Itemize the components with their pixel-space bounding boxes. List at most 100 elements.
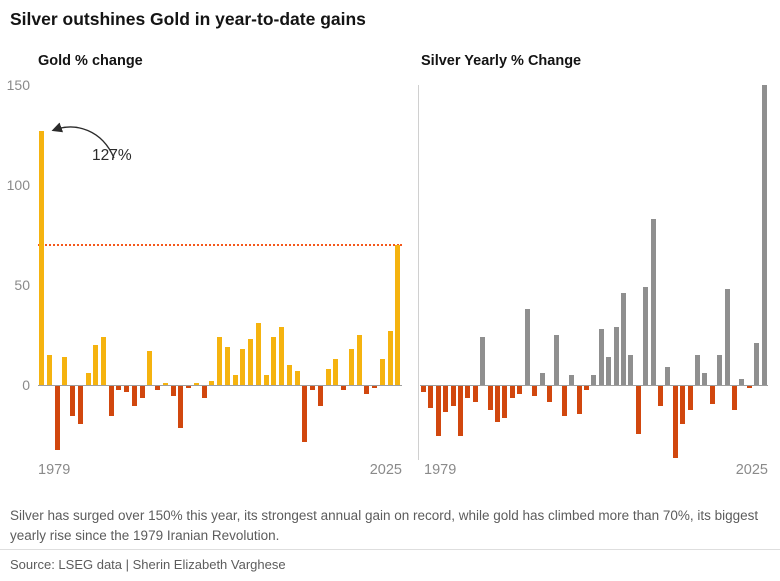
bar-2011 bbox=[286, 365, 292, 385]
silver-x-label-end: 2025 bbox=[735, 462, 768, 478]
bar-2008 bbox=[635, 386, 641, 434]
page-title: Silver outshines Gold in year-to-date ga… bbox=[10, 9, 366, 29]
bar-1995 bbox=[539, 373, 545, 385]
bar-1988 bbox=[487, 386, 493, 410]
bar-2024 bbox=[387, 331, 393, 385]
bar-1993 bbox=[147, 351, 153, 385]
bar-2020 bbox=[356, 335, 362, 385]
bar-2019 bbox=[348, 349, 354, 385]
bar-2005 bbox=[240, 349, 246, 385]
bar-1980 bbox=[46, 355, 52, 385]
y-axis: 0 50 100 150 bbox=[0, 77, 32, 460]
bar-1990 bbox=[502, 386, 508, 418]
bar-2013 bbox=[302, 386, 308, 442]
footnote-text: Silver has surged over 150% this year, i… bbox=[10, 508, 759, 544]
bar-2017 bbox=[702, 373, 708, 385]
gold-x-label-start: 1979 bbox=[38, 462, 71, 478]
bar-1989 bbox=[495, 386, 500, 422]
bar-2021 bbox=[364, 386, 370, 394]
bar-2000 bbox=[201, 386, 207, 398]
bar-1981 bbox=[54, 386, 60, 450]
bar-1986 bbox=[472, 386, 478, 402]
bar-1992 bbox=[139, 386, 145, 398]
bar-2016 bbox=[325, 369, 331, 385]
bar-1985 bbox=[465, 386, 471, 398]
bar-1999 bbox=[569, 375, 575, 385]
bar-2013 bbox=[672, 386, 678, 458]
bar-1988 bbox=[108, 386, 114, 416]
bar-2022 bbox=[739, 379, 745, 385]
bar-2012 bbox=[294, 371, 300, 385]
bar-1987 bbox=[480, 337, 486, 385]
silver-chart-title: Silver Yearly % Change bbox=[421, 53, 582, 69]
bar-2015 bbox=[687, 386, 693, 410]
bar-2001 bbox=[583, 386, 589, 390]
bar-2003 bbox=[224, 347, 230, 385]
bar-2025 bbox=[761, 85, 767, 385]
bar-2009 bbox=[271, 337, 277, 385]
bar-2022 bbox=[372, 386, 377, 388]
bar-1999 bbox=[193, 383, 199, 385]
bar-2006 bbox=[620, 293, 626, 385]
bar-2006 bbox=[248, 339, 254, 385]
bar-2010 bbox=[650, 219, 656, 385]
bar-2003 bbox=[598, 329, 604, 385]
gold-zero-axis bbox=[38, 385, 402, 386]
bar-1993 bbox=[524, 309, 530, 385]
annotation-label: 127% bbox=[92, 147, 132, 164]
bar-2014 bbox=[680, 386, 686, 424]
bar-2008 bbox=[263, 375, 269, 385]
bar-1987 bbox=[101, 337, 106, 385]
bar-1998 bbox=[561, 386, 567, 416]
bar-1982 bbox=[62, 357, 68, 385]
bar-1992 bbox=[517, 386, 523, 394]
bar-2015 bbox=[317, 386, 323, 406]
bar-1986 bbox=[93, 345, 99, 385]
silver-zero-axis bbox=[420, 385, 768, 386]
bar-2011 bbox=[657, 386, 663, 406]
bar-1985 bbox=[85, 373, 91, 385]
bar-1982 bbox=[443, 386, 449, 412]
silver-chart-plot bbox=[420, 85, 768, 460]
bar-2001 bbox=[209, 381, 215, 385]
bar-1998 bbox=[186, 386, 192, 388]
bar-1991 bbox=[509, 386, 515, 398]
bar-1991 bbox=[131, 386, 137, 406]
bar-2009 bbox=[643, 287, 649, 385]
bar-2005 bbox=[613, 327, 619, 385]
bar-2004 bbox=[232, 375, 238, 385]
bar-2021 bbox=[732, 386, 737, 410]
bar-2017 bbox=[333, 359, 339, 385]
bar-1984 bbox=[458, 386, 463, 436]
bar-2020 bbox=[724, 289, 730, 385]
bar-1995 bbox=[162, 383, 168, 385]
bar-2000 bbox=[576, 386, 582, 414]
bar-2018 bbox=[709, 386, 715, 404]
bar-1980 bbox=[428, 386, 434, 408]
bar-2007 bbox=[255, 323, 261, 385]
gold-x-label-end: 2025 bbox=[369, 462, 402, 478]
y-tick-label: 50 bbox=[14, 277, 30, 293]
gold-chart-title: Gold % change bbox=[38, 53, 143, 69]
bar-1996 bbox=[546, 386, 552, 402]
source-line: Source: LSEG data | Sherin Elizabeth Var… bbox=[10, 557, 286, 572]
bar-1981 bbox=[435, 386, 441, 436]
bar-2014 bbox=[310, 386, 316, 390]
bar-2019 bbox=[717, 355, 723, 385]
bar-1994 bbox=[155, 386, 161, 390]
gold-reference-line bbox=[38, 244, 402, 246]
divider-rule bbox=[0, 549, 780, 550]
bar-2002 bbox=[217, 337, 223, 385]
bar-1983 bbox=[70, 386, 75, 416]
bar-2018 bbox=[341, 386, 346, 390]
bar-2023 bbox=[746, 386, 752, 388]
bar-1983 bbox=[450, 386, 456, 406]
bar-2007 bbox=[628, 355, 634, 385]
bar-1997 bbox=[554, 335, 560, 385]
y-tick-label: 150 bbox=[6, 77, 30, 93]
annotation-arrow-icon bbox=[51, 122, 115, 159]
bar-1994 bbox=[532, 386, 538, 396]
bar-2024 bbox=[754, 343, 760, 385]
bar-1997 bbox=[178, 386, 184, 428]
